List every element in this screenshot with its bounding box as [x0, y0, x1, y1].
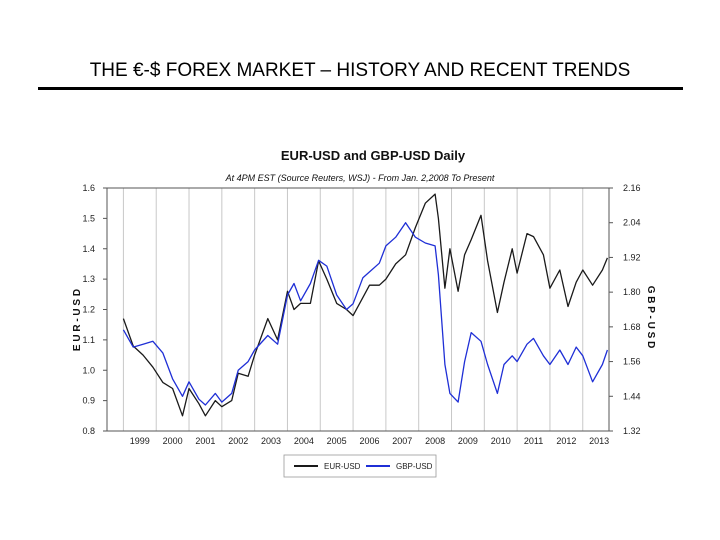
slide-title: THE €-$ FOREX MARKET – HISTORY AND RECEN…	[89, 60, 631, 81]
left-tick-label: 1.1	[82, 335, 95, 345]
x-tick-label: 2005	[327, 436, 347, 446]
series-layer	[122, 193, 609, 417]
x-tick-label: 2008	[425, 436, 445, 446]
x-tick-label: 2009	[458, 436, 478, 446]
right-tick-labels: 2.16 2.04 1.92 1.80 1.68 1.56 1.44 1.32	[609, 183, 641, 436]
left-tick-label: 1.3	[82, 274, 95, 284]
x-tick-label: 2002	[228, 436, 248, 446]
x-tick-label: 2004	[294, 436, 314, 446]
x-tick-label: 2000	[163, 436, 183, 446]
right-tick-label: 1.68	[623, 322, 641, 332]
x-tick-label: 2012	[556, 436, 576, 446]
grid-layer	[122, 188, 584, 431]
legend-box	[283, 454, 437, 478]
x-tick-label: 2001	[195, 436, 215, 446]
left-tick-label: 1.4	[82, 244, 95, 254]
y-axis-label-right: G B P - U S D	[645, 286, 656, 349]
right-tick-label: 1.44	[623, 391, 641, 401]
x-tick-label: 2006	[359, 436, 379, 446]
x-tick-label: 2011	[524, 436, 543, 446]
left-tick-label: 1.0	[82, 365, 95, 375]
x-tick-label: 1999	[130, 436, 150, 446]
series-line-eur-usd	[122, 193, 609, 417]
y-axis-label-left: E U R - U S D	[72, 289, 83, 351]
plot-frame	[106, 187, 610, 432]
right-tick-label: 1.80	[623, 287, 641, 297]
right-tick-label: 1.32	[623, 426, 641, 436]
x-tick-label: 2013	[589, 436, 609, 446]
right-tick-label: 1.92	[623, 252, 641, 262]
title-divider	[38, 87, 683, 90]
left-tick-labels: 1.6 1.5 1.4 1.3 1.2 1.1 1.0 0.9 0.8	[82, 183, 107, 436]
series-line-gbp-usd	[122, 222, 609, 406]
legend: EUR-USD GBP-USD	[283, 454, 437, 478]
x-tick-labels: 1999 2000 2001 2002 2003 2004 2005 2006 2007 2008…	[130, 436, 609, 446]
right-tick-label: 1.56	[623, 357, 641, 367]
legend-label-eur-usd: EUR-USD	[324, 462, 361, 471]
x-tick-label: 2003	[261, 436, 281, 446]
x-tick-label: 2010	[491, 436, 511, 446]
right-tick-label: 2.16	[623, 183, 641, 193]
legend-label-gbp-usd: GBP-USD	[396, 462, 433, 471]
left-tick-label: 1.6	[82, 183, 95, 193]
chart-title: EUR-USD and GBP-USD Daily	[281, 148, 466, 163]
right-tick-label: 2.04	[623, 218, 641, 228]
left-tick-label: 1.5	[82, 213, 95, 223]
left-tick-label: 1.2	[82, 305, 95, 315]
x-tick-label: 2007	[392, 436, 412, 446]
left-tick-label: 0.9	[82, 396, 95, 406]
chart-subtitle: At 4PM EST (Source Reuters, WSJ) - From …	[225, 173, 495, 183]
left-tick-label: 0.8	[82, 426, 95, 436]
